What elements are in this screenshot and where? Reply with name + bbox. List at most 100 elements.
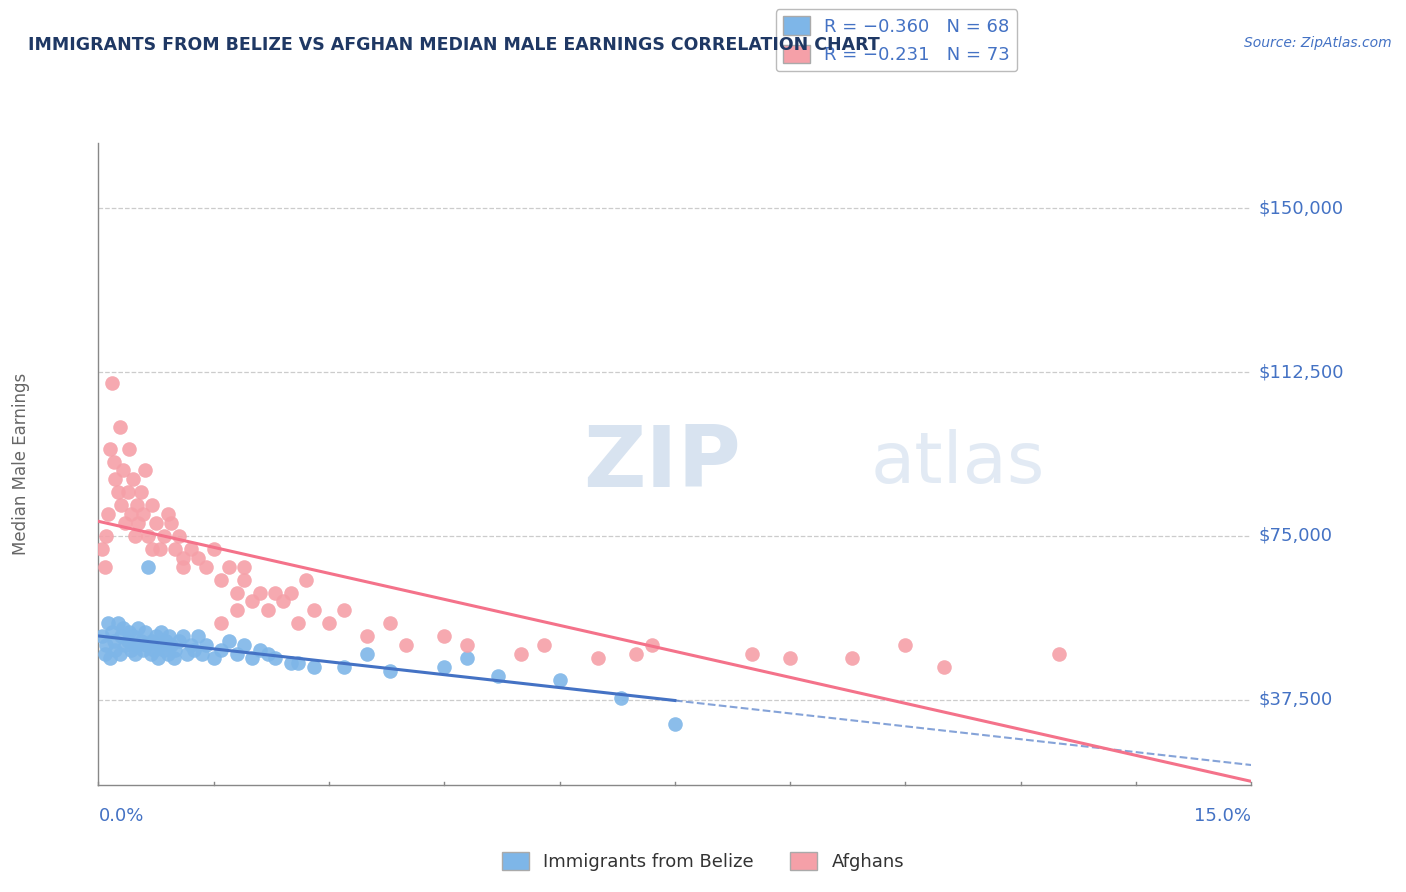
Point	[134, 463, 156, 477]
Point	[176, 647, 198, 661]
Point	[610, 690, 633, 705]
Point	[134, 625, 156, 640]
Point	[118, 625, 141, 640]
Point	[395, 638, 418, 652]
Point	[195, 638, 218, 652]
Point	[233, 638, 256, 652]
Point	[127, 621, 149, 635]
Point	[225, 603, 247, 617]
Point	[280, 585, 302, 599]
Text: $75,000: $75,000	[1258, 527, 1333, 545]
Point	[127, 516, 149, 530]
Point	[225, 647, 247, 661]
Text: Median Male Earnings: Median Male Earnings	[13, 373, 30, 555]
Point	[94, 529, 117, 543]
Point	[280, 656, 302, 670]
Point	[894, 638, 917, 652]
Point	[111, 463, 134, 477]
Point	[108, 419, 131, 434]
Point	[141, 499, 163, 513]
Point	[249, 642, 271, 657]
Point	[195, 559, 218, 574]
Point	[1047, 647, 1070, 661]
Point	[456, 651, 478, 665]
Point	[117, 485, 139, 500]
Point	[120, 507, 142, 521]
Point	[333, 660, 356, 674]
Text: ZIP: ZIP	[582, 422, 741, 506]
Point	[202, 651, 225, 665]
Point	[98, 442, 121, 456]
Point	[218, 633, 240, 648]
Point	[841, 651, 863, 665]
Point	[167, 529, 190, 543]
Point	[93, 647, 115, 661]
Point	[135, 638, 157, 652]
Point	[256, 603, 278, 617]
Point	[380, 665, 402, 679]
Point	[641, 638, 664, 652]
Point	[155, 633, 177, 648]
Point	[165, 642, 187, 657]
Point	[626, 647, 648, 661]
Point	[433, 660, 456, 674]
Point	[94, 638, 117, 652]
Point	[107, 616, 129, 631]
Point	[111, 621, 134, 635]
Point	[741, 647, 763, 661]
Point	[167, 633, 190, 648]
Point	[240, 594, 263, 608]
Point	[187, 550, 209, 565]
Point	[256, 647, 278, 661]
Point	[287, 656, 309, 670]
Point	[97, 616, 120, 631]
Point	[380, 616, 402, 631]
Point	[122, 472, 145, 486]
Point	[157, 629, 180, 643]
Point	[160, 638, 183, 652]
Point	[233, 559, 256, 574]
Point	[160, 516, 183, 530]
Point	[233, 573, 256, 587]
Point	[103, 455, 125, 469]
Point	[149, 542, 172, 557]
Legend: R = −0.360   N = 68, R = −0.231   N = 73: R = −0.360 N = 68, R = −0.231 N = 73	[776, 9, 1018, 71]
Point	[180, 542, 202, 557]
Point	[202, 542, 225, 557]
Point	[110, 629, 132, 643]
Point	[101, 376, 124, 390]
Point	[124, 647, 146, 661]
Point	[156, 647, 179, 661]
Point	[132, 642, 155, 657]
Point	[104, 642, 127, 657]
Point	[125, 638, 148, 652]
Point	[172, 550, 194, 565]
Point	[209, 573, 232, 587]
Point	[101, 625, 124, 640]
Point	[138, 529, 160, 543]
Point	[138, 559, 160, 574]
Point	[180, 638, 202, 652]
Point	[97, 507, 120, 521]
Point	[129, 485, 152, 500]
Point	[433, 629, 456, 643]
Point	[156, 507, 179, 521]
Point	[187, 629, 209, 643]
Point	[117, 633, 139, 648]
Point	[548, 673, 571, 687]
Text: atlas: atlas	[870, 429, 1045, 499]
Point	[664, 716, 686, 731]
Point	[356, 629, 378, 643]
Point	[141, 542, 163, 557]
Text: $150,000: $150,000	[1258, 199, 1344, 218]
Point	[172, 559, 194, 574]
Point	[456, 638, 478, 652]
Point	[333, 603, 356, 617]
Point	[779, 651, 801, 665]
Point	[125, 499, 148, 513]
Point	[104, 472, 127, 486]
Point	[118, 442, 141, 456]
Point	[932, 660, 955, 674]
Point	[152, 529, 174, 543]
Point	[124, 529, 146, 543]
